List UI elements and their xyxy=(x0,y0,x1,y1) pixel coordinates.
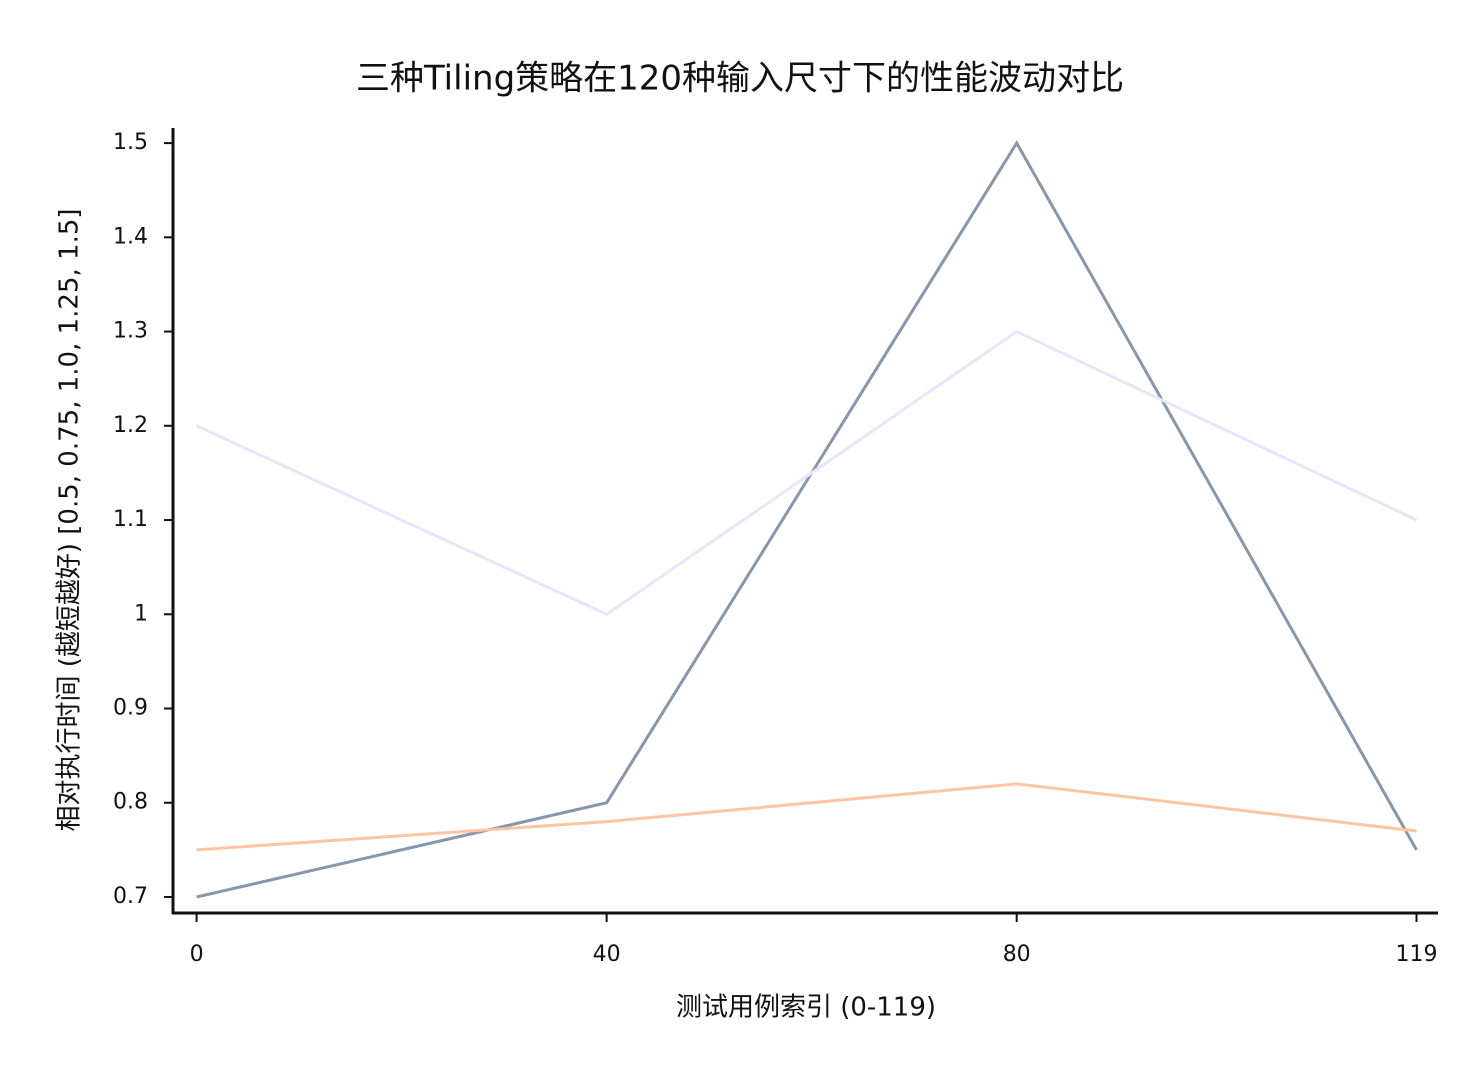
x-tick-label: 119 xyxy=(1395,942,1437,967)
y-tick-label: 1.3 xyxy=(113,319,148,344)
x-axis-label: 测试用例索引 (0-119) xyxy=(676,993,936,1023)
x-tick-label: 0 xyxy=(190,942,204,967)
y-axis-label: 相对执行时间 (越短越好) [0.5, 0.75, 1.0, 1.25, 1.5… xyxy=(55,208,85,831)
x-tick-label: 40 xyxy=(593,942,621,967)
y-tick-label: 1.4 xyxy=(113,224,148,249)
y-tick-label: 1.2 xyxy=(113,413,148,438)
series-line xyxy=(196,782,1417,852)
y-tick-label: 1.5 xyxy=(113,130,148,155)
x-tick-label: 80 xyxy=(1003,942,1031,967)
y-tick-label: 1.1 xyxy=(113,507,148,532)
series-line xyxy=(196,140,1418,899)
y-tick-label: 0.7 xyxy=(113,884,148,909)
y-tick-label: 0.8 xyxy=(113,790,148,815)
series-line xyxy=(195,329,1418,616)
chart-title: 三种Tiling策略在120种输入尺寸下的性能波动对比 xyxy=(356,59,1124,99)
y-tick-label: 0.9 xyxy=(113,696,148,721)
y-tick-label: 1 xyxy=(134,601,148,626)
